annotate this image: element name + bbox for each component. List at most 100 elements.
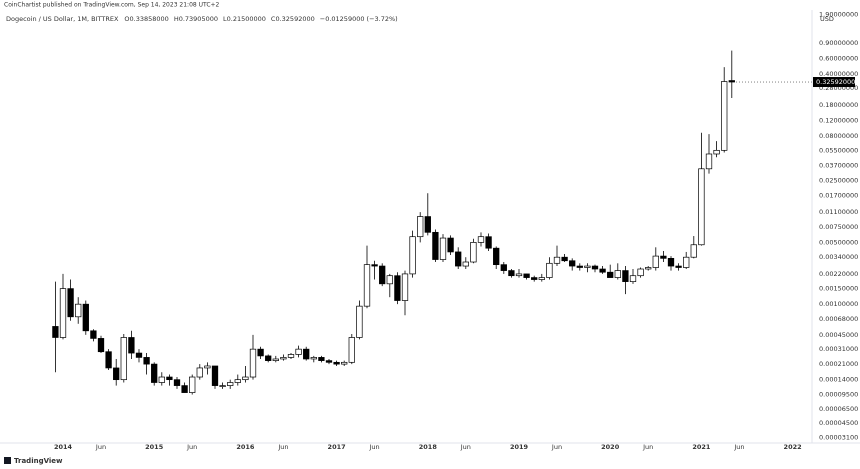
- candle-body: [394, 275, 401, 301]
- candle-body: [683, 256, 690, 268]
- candle-body: [151, 363, 158, 383]
- x-tick-label: Jun: [733, 443, 744, 451]
- symbol: Dogecoin / US Dollar, 1M, BITTREX: [6, 15, 119, 23]
- y-tick-label: 0.00031000: [819, 345, 858, 353]
- x-tick-label: Jun: [95, 443, 106, 451]
- legend-value: −0.01259000 (−3.72%): [320, 15, 398, 23]
- candle-body: [607, 271, 614, 278]
- x-tick-label: 2017: [328, 443, 346, 451]
- candle-body: [341, 361, 348, 365]
- candle-body: [173, 379, 181, 386]
- y-tick-label: 1.90000000: [819, 10, 858, 18]
- y-tick-label: 0.00004500: [819, 419, 858, 427]
- x-tick-label: Jun: [460, 443, 471, 451]
- candle-body: [363, 264, 371, 307]
- candle-body: [462, 261, 469, 267]
- y-tick-label: 0.18000000: [819, 101, 858, 109]
- last-price-box: [813, 77, 855, 88]
- candle-body: [379, 265, 386, 285]
- x-tick-label: Jun: [186, 443, 197, 451]
- last-price-label: 0.32592000: [816, 78, 855, 86]
- y-tick-label: 0.12000000: [819, 116, 858, 124]
- candle-body: [614, 270, 621, 278]
- y-tick-label: 0.00220000: [819, 270, 858, 278]
- y-tick-label: 0.00500000: [819, 238, 858, 246]
- candle-body: [667, 257, 675, 267]
- y-tick-label: 0.90000000: [819, 39, 858, 47]
- candle-body: [196, 367, 203, 378]
- candle-body: [242, 376, 249, 381]
- candle-body: [219, 385, 226, 387]
- candle-body: [303, 348, 310, 360]
- legend-value: L0.21500000: [223, 15, 266, 23]
- candle-body: [52, 326, 59, 338]
- candle-body: [310, 357, 317, 360]
- candle-body: [546, 262, 553, 278]
- y-tick-label: 0.00014000: [819, 376, 858, 384]
- x-tick-label: 2022: [784, 443, 802, 451]
- y-tick-label: 0.01700000: [819, 191, 858, 199]
- candle-body: [417, 216, 424, 238]
- candle-body: [211, 365, 219, 386]
- candle-body: [128, 337, 135, 354]
- y-tick-label: 0.40000000: [819, 70, 858, 78]
- x-tick-label: Jun: [277, 443, 288, 451]
- candle-body: [447, 237, 454, 253]
- y-tick-label: 0.05500000: [819, 146, 858, 154]
- candle-body: [713, 149, 720, 155]
- candle-body: [120, 337, 127, 381]
- candle-body: [584, 265, 591, 268]
- candle-body: [728, 80, 735, 83]
- candle-body: [409, 236, 416, 275]
- y-tick-label: 0.01100000: [819, 208, 858, 216]
- candle-body: [485, 236, 492, 249]
- y-tick-label: 0.00100000: [819, 300, 858, 308]
- candle-body: [75, 303, 82, 318]
- candle-body: [508, 270, 515, 277]
- candle-body: [698, 168, 705, 246]
- candle-body: [325, 360, 333, 363]
- candle-body: [113, 367, 120, 381]
- candle-body: [652, 255, 659, 268]
- candle-body: [386, 275, 393, 285]
- candle-body: [59, 288, 67, 338]
- y-tick-label: 0.08000000: [819, 132, 858, 140]
- candle-body: [135, 352, 143, 358]
- candle-body: [500, 264, 507, 271]
- candle-body: [333, 361, 340, 365]
- candle-body: [318, 357, 325, 361]
- candle-body: [470, 242, 477, 263]
- candle-body: [105, 351, 112, 369]
- y-tick-label: 0.00009500: [819, 391, 858, 399]
- x-tick-label: 2014: [54, 443, 73, 451]
- y-tick-label: 0.00006500: [819, 405, 858, 413]
- candle-body: [629, 275, 637, 282]
- candle-body: [287, 354, 295, 358]
- candle-body: [280, 357, 287, 360]
- candle-body: [705, 153, 713, 170]
- x-tick-label: 2021: [692, 443, 711, 451]
- candle-body: [538, 277, 545, 280]
- candle-body: [371, 264, 378, 267]
- candle-body: [295, 348, 302, 355]
- y-tick-label: 0.00068000: [819, 315, 858, 323]
- candle-body: [424, 216, 431, 233]
- candle-body: [455, 251, 462, 267]
- candle-body: [599, 268, 606, 273]
- candle-body: [553, 256, 561, 264]
- candle-body: [622, 270, 629, 282]
- y-tick-label: 0.00021000: [819, 360, 858, 368]
- y-tick-label: 0.28000000: [819, 84, 858, 92]
- x-tick-label: 2018: [419, 443, 438, 451]
- candle-body: [477, 236, 485, 243]
- candle-body: [67, 288, 74, 318]
- candle-body: [181, 385, 188, 393]
- legend-value: H0.73905000: [174, 15, 218, 23]
- candle-body: [227, 382, 234, 386]
- y-tick-label: 0.00003100: [819, 434, 858, 442]
- candle-body: [675, 265, 682, 268]
- candle-body: [569, 260, 576, 267]
- candle-body: [591, 265, 599, 270]
- candle-body: [576, 265, 583, 268]
